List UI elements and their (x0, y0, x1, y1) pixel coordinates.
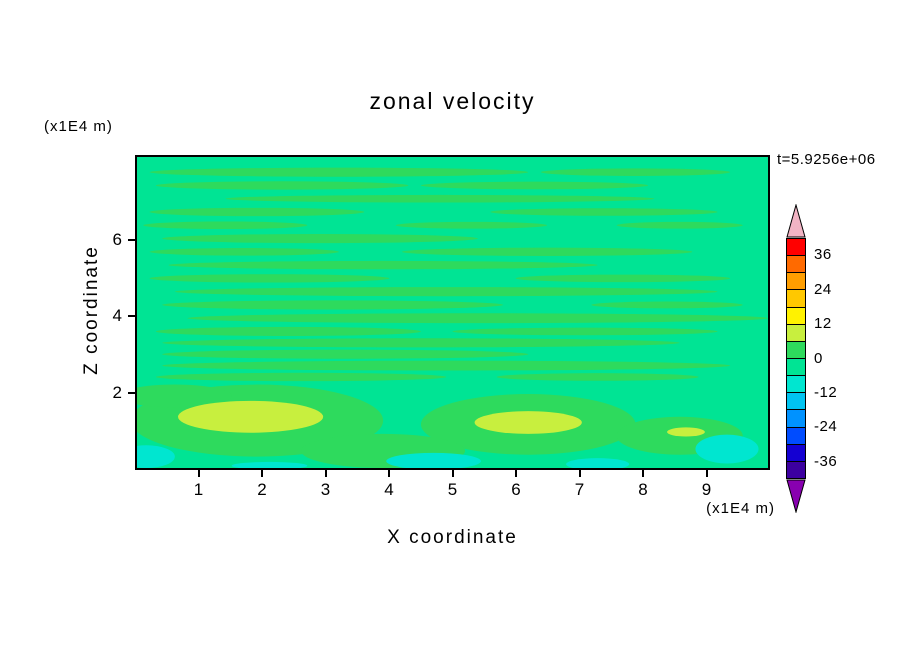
x-tick-mark (451, 470, 454, 477)
contour-region (137, 384, 232, 408)
colorbar-band (787, 323, 805, 341)
colorbar-band (787, 357, 805, 376)
x-tick-mark (261, 470, 263, 477)
contour-region (137, 445, 175, 468)
contour-region (149, 207, 365, 217)
contour-region (540, 168, 731, 176)
colorbar-band (787, 239, 805, 256)
contour-region (566, 458, 630, 468)
colorbar-label: -12 (814, 383, 838, 401)
contour-region (149, 167, 529, 177)
colorbar-label: 36 (814, 246, 832, 264)
colorbar-band (787, 426, 805, 444)
contour-region (490, 208, 718, 216)
x-axis-label: X coordinate (387, 527, 518, 548)
x-tick-label: 5 (447, 480, 458, 499)
x-tick-label: 7 (574, 480, 585, 499)
contour-region (225, 194, 655, 203)
timestamp-label: t=5.9256e+06 (777, 151, 876, 168)
contour-region (515, 274, 731, 283)
x-tick-label: 8 (638, 480, 648, 499)
x-tick-mark (388, 470, 390, 477)
contour-field (137, 157, 768, 468)
x-tick-label: 9 (701, 480, 712, 499)
contour-region (174, 287, 718, 297)
colorbar (786, 204, 806, 513)
y-axis-unit: (x1E4 m) (44, 118, 113, 135)
colorbar-band (787, 375, 805, 393)
contour-region (616, 221, 743, 229)
x-tick-mark (642, 470, 644, 477)
colorbar-bands (786, 238, 806, 479)
x-tick-mark (578, 470, 581, 477)
y-tick-label: 4 (112, 306, 122, 326)
colorbar-label: -36 (814, 452, 838, 470)
colorbar-band (787, 272, 805, 290)
contour-region (231, 461, 308, 468)
colorbar-band (787, 306, 805, 324)
colorbar-label: 12 (814, 315, 832, 333)
colorbar-band (787, 392, 805, 410)
x-axis-unit: (x1E4 m) (706, 500, 775, 517)
colorbar-band (787, 340, 805, 358)
x-tick-label: 3 (320, 480, 331, 499)
colorbar-arrow-up-icon (786, 204, 806, 238)
plot-area (135, 155, 770, 470)
contour-region (420, 181, 649, 190)
contour-region (402, 247, 693, 256)
colorbar-band (787, 409, 805, 427)
colorbar-labels: 36 24 12 0 -12 -24 -36 (814, 238, 858, 479)
contour-region (155, 326, 421, 337)
contour-region (162, 233, 478, 244)
x-tick-mark (324, 470, 327, 477)
colorbar-label: -24 (814, 418, 838, 436)
x-tick-mark (197, 470, 200, 477)
colorbar-band (787, 443, 805, 461)
y-tick-label: 6 (112, 229, 122, 249)
colorbar-band (787, 255, 805, 273)
contour-region (591, 301, 743, 309)
x-axis-ticks: 1 2 3 4 5 6 7 8 9 (135, 470, 770, 504)
contour-region (187, 313, 768, 324)
contour-region (395, 221, 548, 229)
y-tick-label: 2 (112, 383, 122, 403)
colorbar-label: 24 (814, 280, 832, 298)
contour-region (155, 372, 447, 382)
contour-region (162, 338, 680, 348)
y-tick-mark (128, 315, 135, 318)
colorbar-band (787, 460, 805, 478)
x-tick-label: 4 (384, 480, 394, 499)
contour-region (162, 360, 731, 371)
x-tick-label: 6 (511, 480, 521, 499)
contour-region (474, 411, 582, 434)
contour-region (162, 349, 529, 359)
contour-region (162, 300, 503, 310)
contour-region (695, 434, 759, 464)
contour-region (667, 427, 705, 437)
colorbar-label: 0 (814, 349, 823, 367)
contour-region (168, 260, 598, 270)
contour-region (143, 221, 308, 230)
contour-region (386, 452, 481, 468)
colorbar-band (787, 289, 805, 307)
x-tick-mark (705, 470, 708, 477)
y-tick-mark (128, 392, 135, 395)
contour-region (452, 327, 718, 336)
chart-title: zonal velocity (369, 88, 536, 114)
x-tick-mark (515, 470, 517, 477)
contour-region (149, 248, 339, 256)
contour-region (178, 400, 324, 433)
x-tick-label: 1 (193, 480, 204, 499)
y-tick-mark (128, 238, 135, 241)
y-axis-ticks: 2 4 6 (100, 155, 135, 470)
contour-region (496, 373, 699, 381)
colorbar-arrow-down-icon (786, 479, 806, 513)
contour-region (149, 274, 390, 283)
x-tick-label: 2 (257, 480, 267, 499)
contour-region (155, 181, 409, 190)
